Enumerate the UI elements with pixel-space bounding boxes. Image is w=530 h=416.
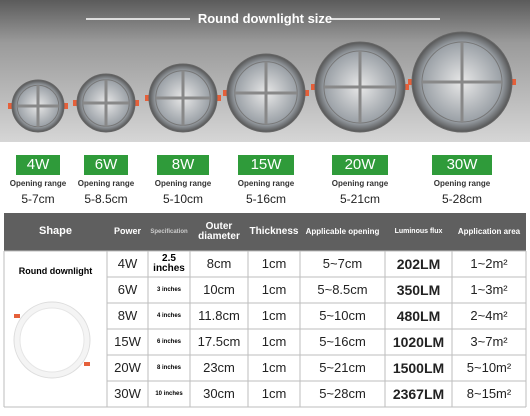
cell: 202LM bbox=[396, 255, 441, 272]
column-header: Thickness bbox=[249, 225, 299, 237]
cell: 480LM bbox=[396, 307, 441, 324]
column-header: Specification bbox=[150, 228, 188, 235]
cell: 1cm bbox=[261, 334, 287, 350]
range-value: 5-16cm bbox=[245, 191, 286, 206]
range-value: 5-21cm bbox=[339, 191, 380, 206]
cell: 2367LM bbox=[392, 385, 445, 402]
cell: 17.5cm bbox=[197, 334, 241, 350]
cell: 2~4m² bbox=[470, 308, 508, 324]
column-header: Applicable opening bbox=[305, 226, 380, 236]
cell: 1cm bbox=[261, 282, 287, 298]
column-header: Shape bbox=[38, 225, 72, 238]
range-label: Opening range bbox=[9, 178, 67, 188]
cell: 8cm bbox=[206, 256, 232, 272]
power-badge: 8W bbox=[157, 155, 209, 175]
cell: 4W bbox=[117, 256, 138, 272]
power-badge: 4W bbox=[16, 155, 60, 175]
cell: 5~16cm bbox=[319, 334, 366, 350]
cell: 5~10m² bbox=[466, 360, 512, 376]
column-header: Power bbox=[113, 226, 141, 237]
cell: 1020LM bbox=[392, 333, 445, 350]
range-value: 5-8.5cm bbox=[84, 191, 128, 206]
range-label: Opening range bbox=[331, 178, 389, 188]
cell: 1~2m² bbox=[470, 256, 508, 272]
range-value: 5-10cm bbox=[162, 191, 203, 206]
power-badge: 15W bbox=[238, 155, 294, 175]
range-label: Opening range bbox=[237, 178, 295, 188]
range-label: Opening range bbox=[433, 178, 491, 188]
cell: 5~8.5cm bbox=[317, 282, 368, 298]
cell: 5~10cm bbox=[319, 308, 366, 324]
cell: 2.5 inches bbox=[153, 252, 185, 274]
downlight-images bbox=[8, 31, 516, 133]
cell: 6W bbox=[117, 282, 138, 298]
cell: 30cm bbox=[203, 386, 235, 402]
cell: 10cm bbox=[203, 282, 235, 298]
cell: 10 inches bbox=[155, 390, 183, 397]
column-header: Outer diameter bbox=[198, 220, 240, 242]
range-label: Opening range bbox=[154, 178, 212, 188]
cell: 15W bbox=[114, 334, 141, 350]
column-header: Luminous flux bbox=[394, 228, 443, 236]
power-badge: 6W bbox=[84, 155, 128, 175]
cell: 11.8cm bbox=[198, 308, 240, 324]
cell: 3~7m² bbox=[470, 334, 508, 350]
cell: 3 inches bbox=[156, 286, 181, 293]
shape-label: Round downlight bbox=[18, 266, 93, 277]
cell: 6 inches bbox=[156, 338, 181, 345]
cell: 5~21cm bbox=[319, 360, 366, 376]
cell: 8W bbox=[117, 308, 138, 324]
cell: 8 inches bbox=[156, 364, 181, 371]
power-badge: 30W bbox=[432, 155, 492, 175]
range-label: Opening range bbox=[77, 178, 135, 188]
cell: 23cm bbox=[203, 360, 235, 376]
downlight-photo bbox=[13, 301, 91, 379]
cell: 350LM bbox=[396, 281, 441, 298]
title: Round downlight size bbox=[197, 11, 333, 27]
cell: 1cm bbox=[261, 256, 287, 272]
cell: 30W bbox=[114, 386, 141, 402]
column-header: Application area bbox=[457, 226, 521, 236]
cell: 1500LM bbox=[392, 359, 445, 376]
cell: 4 inches bbox=[156, 312, 181, 319]
cell: 1cm bbox=[261, 386, 287, 402]
cell: 1~3m² bbox=[470, 282, 508, 298]
cell: 1cm bbox=[261, 360, 287, 376]
cell: 5~7cm bbox=[322, 256, 363, 272]
range-value: 5-28cm bbox=[441, 191, 482, 206]
range-value: 5-7cm bbox=[21, 191, 55, 206]
cell: 5~28cm bbox=[319, 386, 366, 402]
cell: 1cm bbox=[261, 308, 287, 324]
cell: 8~15m² bbox=[466, 386, 512, 402]
power-badge: 20W bbox=[332, 155, 388, 175]
cell: 20W bbox=[114, 360, 141, 376]
